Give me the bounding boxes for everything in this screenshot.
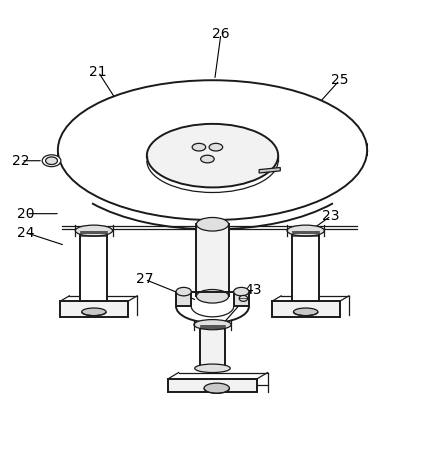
Text: 42: 42 bbox=[352, 141, 369, 155]
Polygon shape bbox=[200, 328, 225, 366]
Ellipse shape bbox=[294, 308, 318, 316]
Polygon shape bbox=[234, 292, 249, 307]
Ellipse shape bbox=[82, 308, 106, 316]
Text: 27: 27 bbox=[136, 272, 153, 287]
Text: 43: 43 bbox=[244, 283, 261, 297]
Ellipse shape bbox=[209, 143, 223, 151]
Polygon shape bbox=[60, 301, 128, 318]
Ellipse shape bbox=[194, 319, 231, 330]
Ellipse shape bbox=[287, 225, 324, 236]
Polygon shape bbox=[80, 233, 108, 301]
Ellipse shape bbox=[147, 124, 278, 187]
Ellipse shape bbox=[42, 155, 61, 167]
Ellipse shape bbox=[58, 80, 367, 220]
Polygon shape bbox=[272, 301, 340, 318]
Text: 23: 23 bbox=[322, 209, 340, 223]
Ellipse shape bbox=[196, 289, 229, 303]
Ellipse shape bbox=[239, 295, 248, 301]
Polygon shape bbox=[176, 292, 191, 307]
Ellipse shape bbox=[75, 225, 113, 236]
Polygon shape bbox=[168, 379, 257, 392]
Text: 20: 20 bbox=[17, 207, 35, 221]
Text: 25: 25 bbox=[331, 73, 348, 87]
Ellipse shape bbox=[204, 383, 230, 393]
Ellipse shape bbox=[45, 157, 57, 165]
Text: 22: 22 bbox=[12, 154, 30, 168]
Text: 26: 26 bbox=[212, 27, 230, 41]
Ellipse shape bbox=[196, 218, 229, 231]
Ellipse shape bbox=[192, 143, 206, 151]
Polygon shape bbox=[259, 168, 280, 173]
Ellipse shape bbox=[234, 287, 249, 296]
Ellipse shape bbox=[195, 364, 230, 372]
Text: 24: 24 bbox=[17, 226, 35, 240]
Polygon shape bbox=[292, 233, 319, 301]
Polygon shape bbox=[196, 224, 229, 296]
Text: 21: 21 bbox=[89, 65, 107, 79]
Ellipse shape bbox=[176, 287, 191, 296]
Ellipse shape bbox=[201, 155, 214, 163]
